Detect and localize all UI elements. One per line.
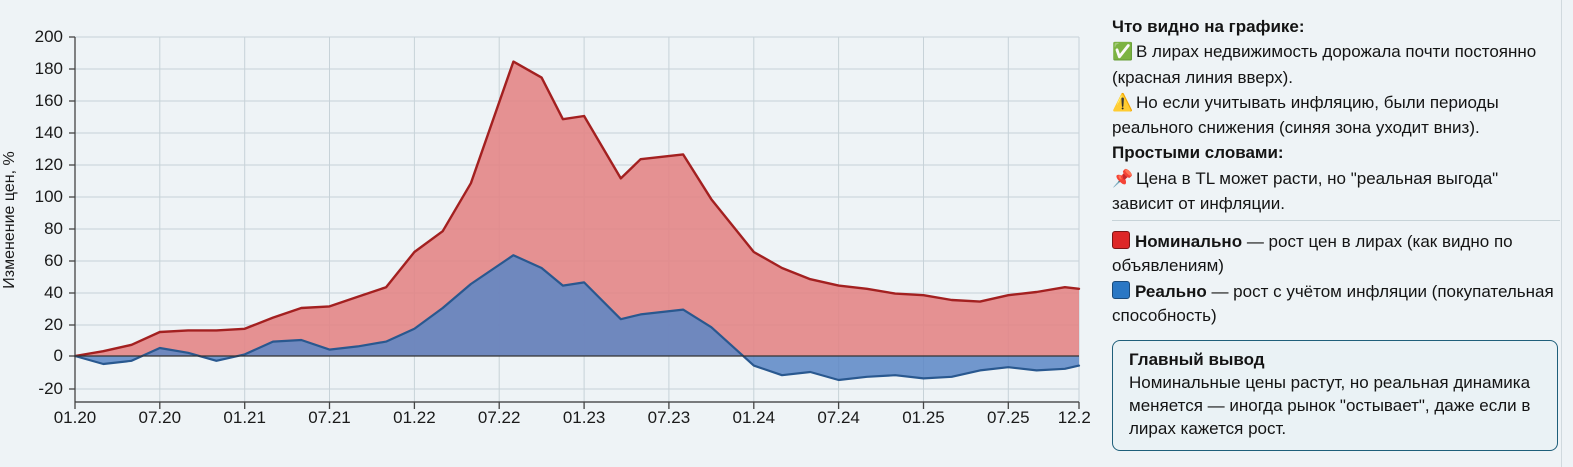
svg-text:07.23: 07.23 [648,408,691,427]
svg-text:160: 160 [35,91,63,110]
svg-text:80: 80 [44,219,63,238]
svg-text:Изменение цен, %: Изменение цен, % [1,151,18,288]
svg-text:100: 100 [35,187,63,206]
svg-text:60: 60 [44,251,63,270]
svg-text:180: 180 [35,59,63,78]
svg-text:0: 0 [54,346,63,365]
svg-text:07.21: 07.21 [308,408,351,427]
svg-text:20: 20 [44,315,63,334]
svg-text:01.23: 01.23 [563,408,606,427]
svg-text:140: 140 [35,123,63,142]
svg-text:120: 120 [35,155,63,174]
svg-text:12.25: 12.25 [1058,408,1090,427]
svg-text:40: 40 [44,283,63,302]
svg-text:07.20: 07.20 [139,408,182,427]
svg-text:01.25: 01.25 [902,408,945,427]
svg-text:01.24: 01.24 [733,408,776,427]
svg-text:01.22: 01.22 [393,408,436,427]
svg-text:200: 200 [35,27,63,46]
svg-text:-20: -20 [38,379,63,398]
svg-text:01.20: 01.20 [54,408,97,427]
svg-text:07.22: 07.22 [478,408,521,427]
svg-text:07.25: 07.25 [987,408,1030,427]
svg-text:07.24: 07.24 [817,408,860,427]
svg-text:01.21: 01.21 [223,408,266,427]
